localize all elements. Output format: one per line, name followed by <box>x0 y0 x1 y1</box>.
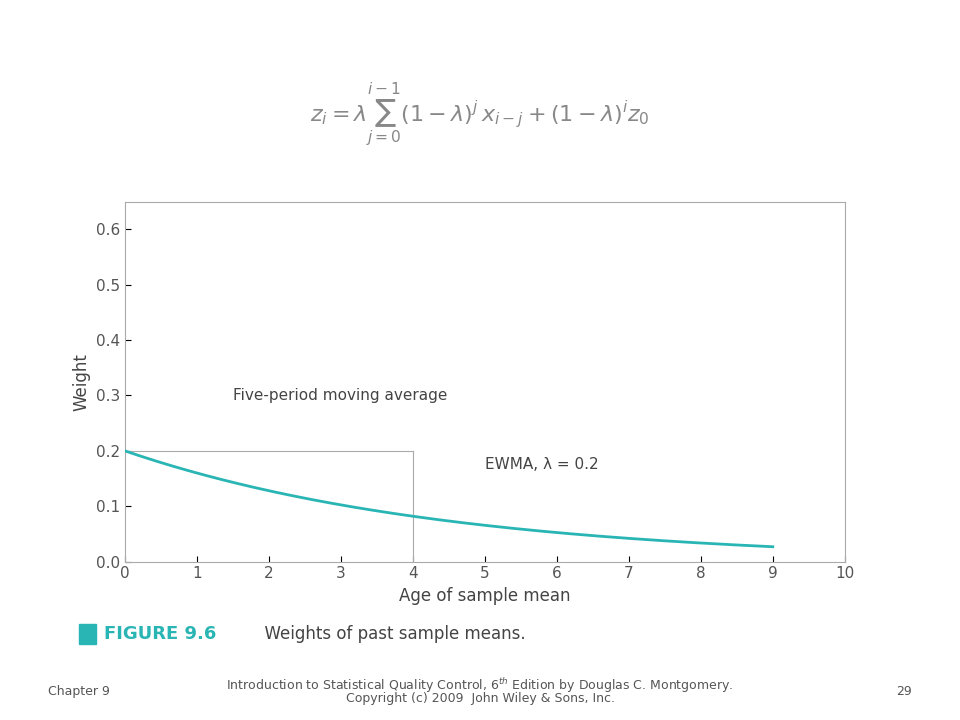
Text: Weights of past sample means.: Weights of past sample means. <box>254 625 526 644</box>
X-axis label: Age of sample mean: Age of sample mean <box>399 587 570 605</box>
Text: 29: 29 <box>897 685 912 698</box>
Text: Chapter 9: Chapter 9 <box>48 685 109 698</box>
Text: FIGURE 9.6: FIGURE 9.6 <box>104 625 216 644</box>
Text: $z_i = \lambda \sum_{j=0}^{i-1} (1-\lambda)^j \, x_{i-j} + (1-\lambda)^i z_0$: $z_i = \lambda \sum_{j=0}^{i-1} (1-\lamb… <box>310 81 650 149</box>
Text: Five-period moving average: Five-period moving average <box>233 388 447 403</box>
Text: Introduction to Statistical Quality Control, 6$^{th}$ Edition by Douglas C. Mont: Introduction to Statistical Quality Cont… <box>227 676 733 695</box>
Text: Copyright (c) 2009  John Wiley & Sons, Inc.: Copyright (c) 2009 John Wiley & Sons, In… <box>346 692 614 705</box>
Text: EWMA, λ = 0.2: EWMA, λ = 0.2 <box>485 457 598 472</box>
Y-axis label: Weight: Weight <box>72 353 90 410</box>
